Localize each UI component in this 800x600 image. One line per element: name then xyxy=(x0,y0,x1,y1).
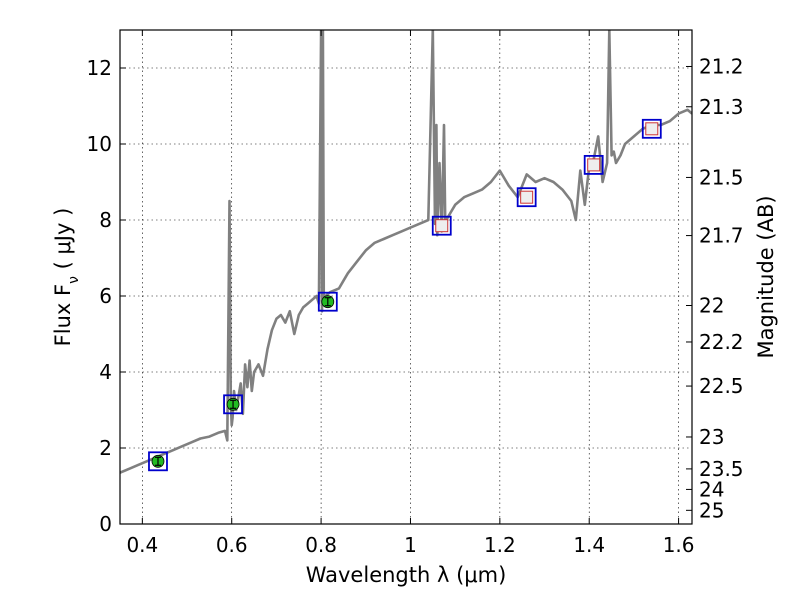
x-axis-label: Wavelength λ (μm) xyxy=(306,563,507,587)
y-tick-label: 2 xyxy=(99,436,112,460)
photometry-layer xyxy=(148,118,662,472)
photometry-point xyxy=(641,118,662,139)
right-tick-label: 21.5 xyxy=(699,165,744,189)
right-tick-label: 22.5 xyxy=(699,374,744,398)
x-tick-label: 1.6 xyxy=(663,533,695,557)
right-tick-label: 22.2 xyxy=(699,330,744,354)
right-tick-label: 24 xyxy=(699,477,724,501)
photometry-point xyxy=(148,451,168,472)
x-axis: 0.4 0.6 0.8 1 1.2 1.4 1.6 xyxy=(126,30,695,557)
right-tick-label: 23 xyxy=(699,425,724,449)
photometry-point xyxy=(516,187,537,208)
plot-frame xyxy=(119,29,693,525)
photometry-square xyxy=(431,215,452,236)
right-tick-label: 25 xyxy=(699,498,724,522)
x-tick-label: 0.4 xyxy=(126,533,158,557)
y-tick-label: 6 xyxy=(99,284,112,308)
y-axis-left: 0 2 4 6 8 10 12 xyxy=(87,56,126,536)
photometry-square xyxy=(516,187,537,208)
x-tick-label: 1.4 xyxy=(573,533,605,557)
y-axis-label-unit: ( μJy ) xyxy=(51,208,75,276)
right-tick-label: 21.7 xyxy=(699,224,744,248)
photometry-point xyxy=(583,154,604,175)
x-tick-label: 1 xyxy=(404,533,417,557)
y-tick-label: 12 xyxy=(87,56,112,80)
model-marker xyxy=(645,122,659,136)
photometry-square xyxy=(223,394,243,415)
x-tick-label: 0.8 xyxy=(305,533,337,557)
right-tick-label: 21.2 xyxy=(699,54,744,78)
photometry-square xyxy=(641,118,662,139)
photometry-square xyxy=(148,451,168,472)
y-tick-label: 4 xyxy=(99,360,112,384)
photometry-square xyxy=(317,291,338,312)
spectrum-layer xyxy=(120,30,692,474)
spectrum-line xyxy=(120,30,692,474)
y-axis-label-right: Magnitude (AB) xyxy=(754,195,778,358)
model-marker xyxy=(520,190,534,204)
svg-text:Flux Fν ( μJy ): Flux Fν ( μJy ) xyxy=(51,208,82,347)
y-tick-label: 10 xyxy=(87,132,112,156)
grid-lines xyxy=(120,30,692,525)
right-tick-label: 21.3 xyxy=(699,95,744,119)
y-axis-label-left: Flux Fν ( μJy ) xyxy=(51,208,82,347)
x-tick-label: 1.2 xyxy=(484,533,516,557)
y-tick-label: 8 xyxy=(99,208,112,232)
photometry-point xyxy=(223,394,243,415)
right-tick-label: 23.5 xyxy=(699,457,744,481)
photometry-point xyxy=(431,215,452,236)
photometry-square xyxy=(583,154,604,175)
right-tick-label: 22 xyxy=(699,294,724,318)
model-marker xyxy=(587,158,601,172)
x-tick-label: 0.6 xyxy=(216,533,248,557)
model-marker xyxy=(435,219,449,233)
y-axis-label-main: Flux F xyxy=(51,284,75,346)
y-tick-label: 0 xyxy=(99,512,112,536)
photometry-point xyxy=(317,291,338,312)
y-axis-label-subscript: ν xyxy=(66,276,82,284)
